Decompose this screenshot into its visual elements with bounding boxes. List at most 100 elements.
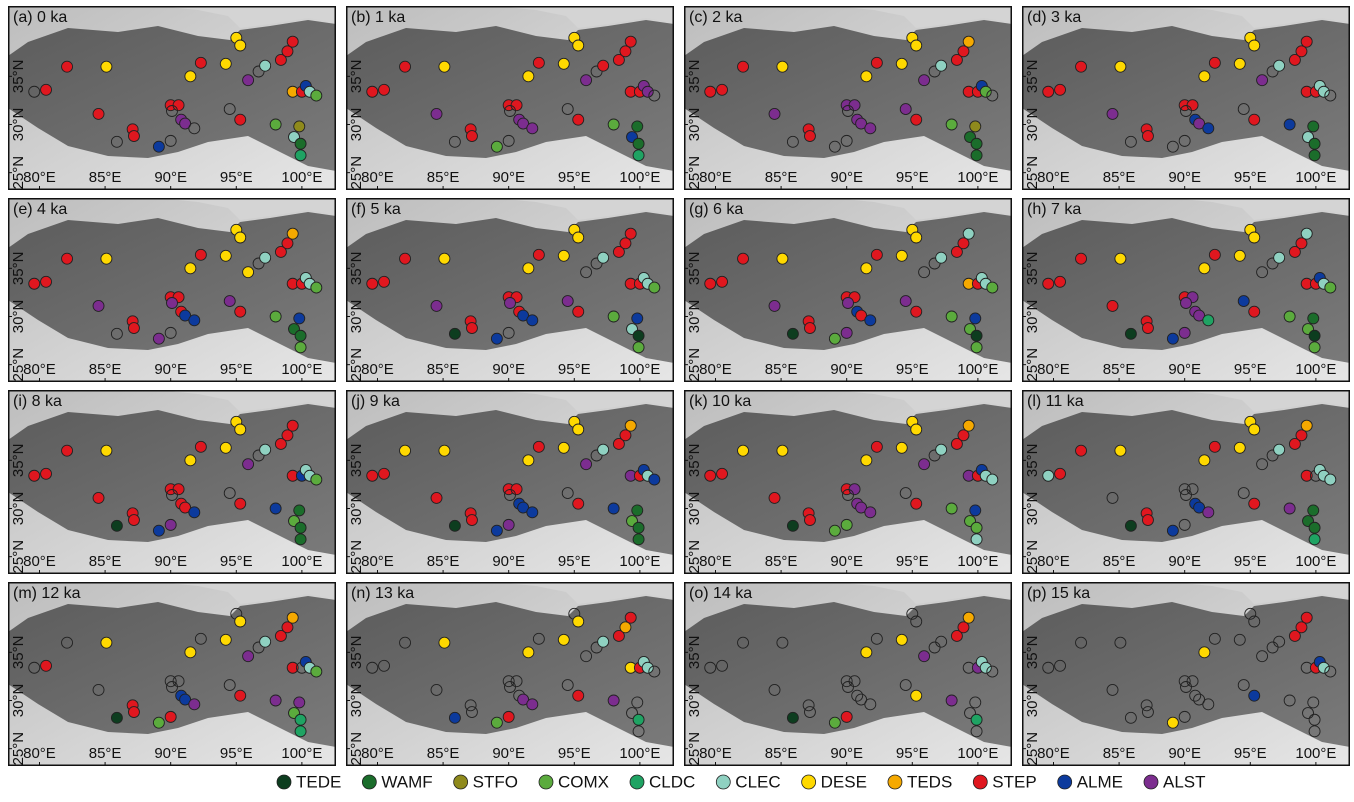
site-marker	[558, 250, 569, 261]
site-marker	[1181, 298, 1192, 309]
site-marker	[295, 330, 306, 341]
site-marker	[270, 119, 281, 130]
site-marker	[220, 58, 231, 69]
site-marker	[533, 441, 544, 452]
site-marker	[633, 534, 644, 545]
site-marker	[439, 637, 450, 648]
site-marker	[1301, 228, 1312, 239]
x-tick-label: 80°E	[23, 169, 56, 186]
y-tick-label: 30°N	[686, 108, 703, 142]
site-marker	[449, 712, 460, 723]
x-tick-label: 95°E	[896, 361, 929, 378]
site-marker	[1301, 36, 1312, 47]
site-marker	[29, 470, 40, 481]
site-marker	[911, 40, 922, 51]
site-marker	[946, 311, 957, 322]
site-marker	[367, 278, 378, 289]
site-marker	[1234, 58, 1245, 69]
site-marker	[573, 232, 584, 243]
site-marker	[235, 306, 246, 317]
x-tick-label: 85°E	[1103, 169, 1136, 186]
site-marker	[93, 108, 104, 119]
site-marker	[93, 492, 104, 503]
site-marker	[717, 276, 728, 287]
site-marker	[287, 228, 298, 239]
site-marker	[491, 141, 502, 152]
site-marker	[1249, 424, 1260, 435]
site-marker	[865, 507, 876, 518]
site-marker	[165, 711, 176, 722]
site-marker	[896, 442, 907, 453]
site-marker	[777, 445, 788, 456]
panel-title: (n) 13 ka	[351, 585, 414, 602]
legend-label: DESE	[821, 772, 867, 791]
site-marker	[466, 515, 477, 526]
site-marker	[62, 445, 73, 456]
site-marker	[625, 612, 636, 623]
legend-label: CLDC	[649, 772, 695, 791]
y-tick-label: 25°N	[1024, 156, 1041, 190]
site-marker	[1125, 520, 1136, 531]
site-marker	[769, 492, 780, 503]
x-tick-label: 85°E	[427, 361, 460, 378]
site-marker	[101, 637, 112, 648]
site-marker	[379, 84, 390, 95]
site-marker	[1142, 131, 1153, 142]
x-tick-label: 80°E	[361, 553, 394, 570]
site-marker	[1234, 442, 1245, 453]
panel-title: (k) 10 ka	[689, 393, 751, 410]
site-marker	[1249, 306, 1260, 317]
site-marker	[153, 141, 164, 152]
site-marker	[900, 296, 911, 307]
y-tick-label: 25°N	[348, 156, 365, 190]
legend-swatch	[973, 775, 987, 789]
map-panel: 80°E85°E90°E95°E100°E25°N30°N35°N(j) 9 k…	[346, 390, 674, 574]
site-marker	[841, 711, 852, 722]
map-panel: 80°E85°E90°E95°E100°E25°N30°N35°N(l) 11 …	[1022, 390, 1350, 574]
x-tick-label: 90°E	[492, 361, 525, 378]
site-marker	[598, 444, 609, 455]
site-marker	[173, 484, 184, 495]
x-tick-label: 85°E	[89, 169, 122, 186]
site-marker	[1249, 114, 1260, 125]
site-marker	[533, 249, 544, 260]
site-marker	[777, 61, 788, 72]
x-tick-label: 85°E	[89, 745, 122, 762]
site-marker	[1142, 515, 1153, 526]
site-marker	[1296, 238, 1307, 249]
site-marker	[1284, 311, 1295, 322]
site-marker	[533, 57, 544, 68]
panel-title: (e) 4 ka	[13, 201, 67, 218]
site-marker	[527, 315, 538, 326]
y-tick-label: 25°N	[1024, 348, 1041, 382]
x-tick-label: 90°E	[830, 553, 863, 570]
legend-label: ALST	[1163, 772, 1206, 791]
site-marker	[871, 57, 882, 68]
x-tick-label: 85°E	[427, 553, 460, 570]
site-marker	[970, 313, 981, 324]
site-marker	[1199, 455, 1210, 466]
site-marker	[235, 498, 246, 509]
site-marker	[295, 342, 306, 353]
x-tick-label: 85°E	[1103, 553, 1136, 570]
site-marker	[598, 252, 609, 263]
x-tick-label: 100°E	[281, 361, 322, 378]
x-tick-label: 90°E	[154, 745, 187, 762]
site-marker	[633, 342, 644, 353]
site-marker	[1284, 119, 1295, 130]
site-marker	[282, 622, 293, 633]
site-marker	[558, 58, 569, 69]
site-marker	[871, 249, 882, 260]
site-marker	[1209, 441, 1220, 452]
x-tick-label: 95°E	[1234, 169, 1267, 186]
site-marker	[270, 503, 281, 514]
panel-title: (c) 2 ka	[689, 9, 742, 26]
site-marker	[431, 108, 442, 119]
site-marker	[503, 711, 514, 722]
site-marker	[958, 238, 969, 249]
panel-title: (p) 15 ka	[1027, 585, 1090, 602]
site-marker	[598, 60, 609, 71]
site-marker	[896, 58, 907, 69]
site-marker	[642, 662, 653, 673]
x-tick-label: 80°E	[23, 553, 56, 570]
